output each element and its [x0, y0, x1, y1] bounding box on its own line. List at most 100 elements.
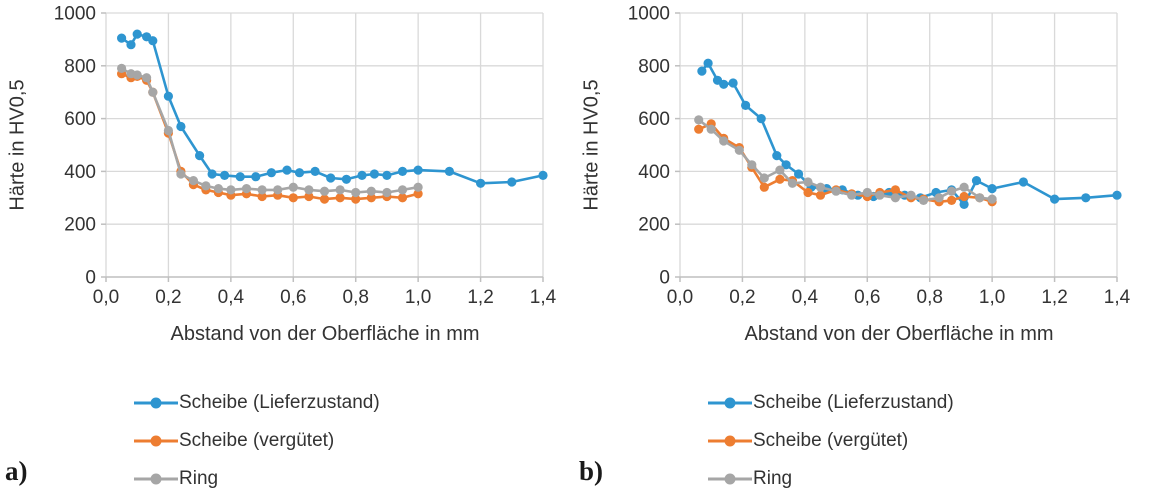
chart-b-x-axis-title: Abstand von der Oberfläche in mm	[744, 323, 1054, 345]
data-point	[335, 185, 345, 195]
legend-item: Ring	[707, 460, 954, 498]
data-point	[195, 151, 205, 161]
legend-item: Ring	[133, 460, 380, 498]
data-point	[694, 124, 704, 134]
data-point	[163, 125, 173, 136]
x-tick-label: 1,2	[1041, 287, 1067, 308]
data-point	[235, 172, 245, 182]
legend-label: Scheibe (vergütet)	[753, 430, 909, 451]
tick-labels: 0,0 0,2 0,4 0,6 0,8 1,0 1,2 1,4 0 200 400 600 800 100…	[54, 4, 557, 309]
data-point	[959, 191, 969, 202]
x-tick-label: 0,0	[93, 287, 119, 308]
legend-item: Scheibe (Lieferzustand)	[133, 384, 380, 422]
data-point	[781, 160, 791, 170]
data-point	[803, 177, 813, 187]
chart-a-legend: Scheibe (Lieferzustand) Scheibe (vergütet…	[133, 384, 380, 498]
series-line	[697, 118, 994, 202]
data-point	[875, 190, 885, 200]
data-point	[226, 185, 236, 195]
chart-b-legend: Scheibe (Lieferzustand) Scheibe (vergütet…	[707, 384, 954, 498]
data-point	[288, 193, 298, 203]
legend-item: Scheibe (Lieferzustand)	[707, 384, 954, 422]
data-point	[987, 194, 997, 204]
data-point	[304, 191, 314, 202]
data-point	[413, 165, 423, 175]
data-point	[1081, 193, 1091, 203]
legend-marker-icon	[708, 473, 752, 485]
data-point	[382, 170, 392, 180]
data-point	[918, 195, 929, 205]
data-point	[906, 190, 916, 200]
data-point	[971, 176, 982, 186]
y-tick-label: 200	[64, 215, 96, 236]
y-tick-label: 600	[638, 109, 670, 130]
data-point	[787, 178, 797, 188]
data-point	[815, 182, 826, 192]
data-point	[538, 170, 548, 180]
x-tick-label: 0,4	[792, 287, 819, 308]
chart-a-corner-label: a)	[5, 456, 28, 486]
data-point	[890, 185, 900, 195]
data-point	[719, 79, 729, 89]
y-tick-label: 0	[85, 268, 96, 289]
data-point	[294, 168, 305, 178]
x-tick-label: 1,4	[1104, 287, 1131, 308]
legend-label: Ring	[179, 468, 219, 489]
x-tick-label: 0,2	[155, 287, 181, 308]
data-point	[862, 187, 872, 198]
x-tick-label: 0,0	[667, 287, 693, 308]
data-point	[369, 169, 379, 179]
chart-a-x-axis-title: Abstand von der Oberfläche in mm	[170, 323, 480, 345]
data-point	[282, 165, 292, 175]
gridlines	[679, 12, 1118, 277]
legend-marker-icon	[134, 473, 178, 485]
chart-b: 0,0 0,2 0,4 0,6 0,8 1,0 1,2 1,4 0 200 400 600 800 100…	[574, 0, 1149, 499]
data-point	[747, 160, 757, 170]
data-point	[1050, 194, 1060, 204]
series-scheibe-lieferzustand	[117, 29, 548, 188]
data-point	[947, 195, 957, 205]
data-point	[117, 33, 127, 43]
data-point	[772, 151, 782, 161]
chart-b-y-axis-title: Härte in HV0,5	[580, 79, 603, 211]
x-tick-label: 0,6	[854, 287, 880, 308]
data-point	[1112, 190, 1122, 200]
y-tick-label: 400	[638, 162, 670, 183]
x-tick-label: 1,4	[530, 287, 557, 308]
data-point	[703, 58, 713, 68]
legend-label: Scheibe (Lieferzustand)	[179, 392, 380, 413]
legend-label: Scheibe (vergütet)	[179, 430, 335, 451]
data-point	[176, 121, 186, 132]
data-point	[257, 191, 267, 202]
data-point	[163, 91, 173, 101]
y-tick-label: 800	[638, 56, 670, 77]
y-tick-label: 200	[638, 215, 670, 236]
series-scheibe-verg-tet	[117, 69, 423, 204]
data-point	[188, 176, 198, 186]
data-point	[207, 169, 217, 179]
data-point	[273, 185, 283, 195]
axis-lines	[101, 12, 544, 282]
data-point	[341, 174, 351, 184]
chart-a-plot-area: 0,0 0,2 0,4 0,6 0,8 1,0 1,2 1,4 0 200 400 600 800 100…	[54, 4, 557, 309]
data-point	[397, 185, 408, 195]
data-point	[117, 63, 127, 73]
data-point	[934, 193, 944, 203]
legend-marker-icon	[708, 397, 752, 409]
data-point	[126, 40, 136, 50]
chart-a: 0,0 0,2 0,4 0,6 0,8 1,0 1,2 1,4 0 200 400 600 800 100…	[5, 4, 557, 498]
data-point	[975, 193, 985, 203]
data-point	[148, 87, 158, 97]
data-point	[351, 194, 361, 204]
data-point	[706, 124, 716, 134]
data-point	[444, 166, 454, 176]
data-point	[304, 185, 314, 195]
data-point	[366, 193, 376, 203]
data-point	[213, 184, 223, 194]
data-point	[734, 145, 744, 155]
data-point	[694, 115, 704, 125]
legend-item: Scheibe (vergütet)	[707, 422, 954, 460]
legend-marker-icon	[134, 435, 178, 447]
data-point	[351, 187, 361, 198]
y-tick-label: 400	[64, 162, 96, 183]
